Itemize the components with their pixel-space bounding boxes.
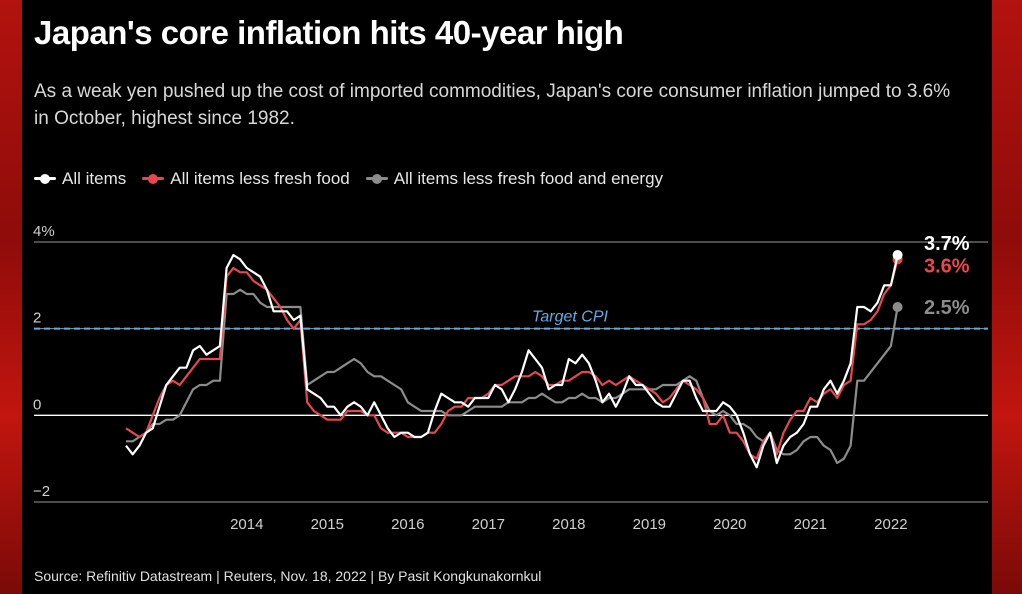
- legend-item-less-fresh-food: All items less fresh food: [142, 169, 350, 189]
- chart-title: Japan's core inflation hits 40-year high: [34, 14, 624, 51]
- x-tick-label: 2018: [552, 516, 585, 533]
- legend: All items All items less fresh food All …: [34, 169, 679, 189]
- series-end-label-less_fresh_food_energy: 2.5%: [924, 297, 970, 319]
- series-end-label-all_items: 3.7%: [924, 233, 970, 255]
- legend-item-less-fresh-food-energy: All items less fresh food and energy: [365, 169, 664, 189]
- series-line-all_items: [125, 253, 899, 469]
- x-tick-label: 2021: [794, 516, 827, 533]
- legend-swatch-less-fresh-food-energy: [365, 173, 388, 185]
- x-tick-label: 2020: [713, 516, 746, 533]
- legend-swatch-less-fresh-food: [142, 173, 165, 185]
- x-tick-label: 2014: [230, 516, 263, 533]
- y-tick-label: 2: [33, 310, 41, 327]
- left-background-edge: [0, 0, 22, 594]
- series-end-point-less_fresh_food_energy: [892, 302, 903, 312]
- x-tick-label: 2015: [311, 516, 344, 533]
- series-line-less_fresh_food: [125, 259, 899, 460]
- y-tick-label: 4%: [33, 223, 55, 240]
- x-tick-label: 2017: [472, 516, 505, 533]
- source-credit: Source: Refinitiv Datastream | Reuters, …: [34, 568, 542, 584]
- y-tick-label: 0: [33, 396, 41, 413]
- target-cpi-label: Target CPI: [532, 309, 608, 326]
- series-end-label-less_fresh_food: 3.6%: [924, 255, 970, 277]
- x-tick-label: 2022: [874, 516, 907, 533]
- legend-label-less-fresh-food: All items less fresh food: [170, 169, 350, 188]
- legend-label-all-items: All items: [62, 169, 127, 188]
- x-tick-label: 2016: [391, 516, 424, 533]
- legend-swatch-all-items: [34, 173, 56, 185]
- legend-label-less-fresh-food-energy: All items less fresh food and energy: [393, 169, 664, 188]
- x-tick-label: 2019: [633, 516, 666, 533]
- chart-subtitle: As a weak yen pushed up the cost of impo…: [34, 81, 951, 129]
- legend-item-all-items: All items: [34, 169, 126, 189]
- y-tick-label: −2: [33, 483, 50, 500]
- right-background-edge: [992, 0, 1022, 594]
- series-end-point-all_items: [892, 250, 903, 260]
